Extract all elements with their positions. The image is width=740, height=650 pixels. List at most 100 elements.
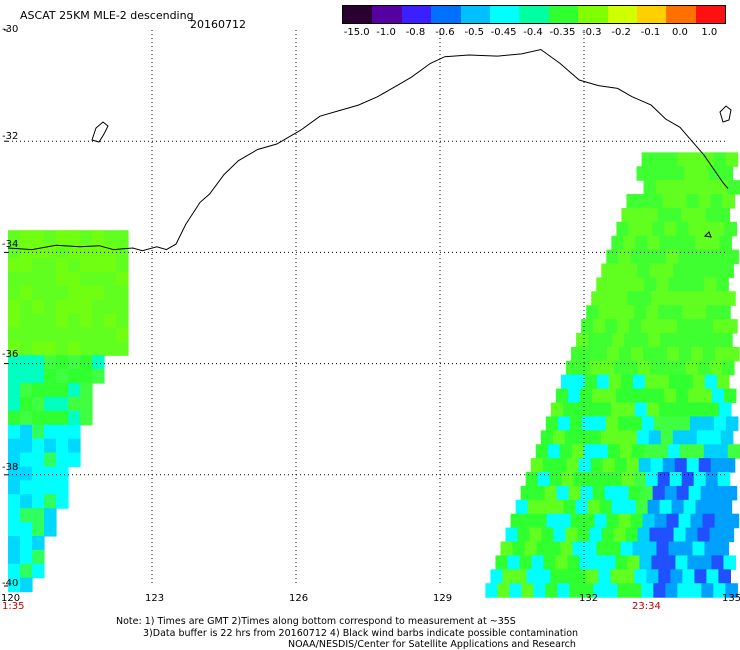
swath-cell (593, 319, 606, 334)
swath-cell (693, 207, 707, 223)
colorbar-swatch (519, 6, 549, 23)
swath-cell (590, 458, 604, 473)
swath-cell (655, 346, 668, 362)
swath-cell (20, 355, 33, 370)
swath-cell (541, 527, 555, 543)
swath-cell (104, 285, 117, 301)
swath-cell (583, 346, 596, 362)
swath-cell (627, 388, 641, 404)
swath-cell (623, 235, 636, 251)
swath-cell (594, 513, 608, 529)
swath-cell (633, 207, 647, 223)
swath-cell (566, 458, 580, 473)
swath-cell (544, 485, 558, 501)
swath-cell (557, 583, 570, 598)
colorbar-label: -15.0 (343, 27, 370, 38)
swath-cell (719, 235, 732, 251)
swath-cell (612, 333, 625, 348)
swath-cell (689, 152, 703, 167)
swath-cell (648, 430, 662, 445)
swath-cell (32, 285, 45, 301)
swath-cell (603, 291, 616, 306)
swath-cell (636, 430, 650, 445)
swath-cell (20, 480, 33, 495)
swath-cell (629, 319, 642, 334)
swath-cell (697, 263, 710, 279)
swath-cell (536, 541, 550, 557)
swath-cell (572, 541, 586, 557)
swath-cell (725, 583, 738, 598)
swath-cell (684, 333, 697, 348)
swath-cell (691, 444, 705, 459)
lat-tick-label: -36 (2, 349, 19, 360)
swath-cell (20, 327, 33, 342)
lat-tick-label: -32 (2, 131, 19, 142)
swath-cell (56, 355, 69, 370)
swath-cell (80, 369, 93, 384)
note-line-2: 3)Data buffer is 22 hrs from 20160712 4)… (143, 628, 579, 639)
swath-cell (712, 221, 725, 237)
colorbar-swatch (695, 6, 726, 23)
swath-cell (616, 221, 629, 237)
swath-cell (667, 346, 680, 362)
swath-cell (80, 299, 93, 315)
swath-cell (694, 402, 708, 418)
swath-cell (639, 555, 653, 570)
swath-cell (713, 583, 726, 598)
swath-cell (8, 257, 21, 273)
lon-tick-label: 135 (722, 593, 740, 604)
swath-cell (68, 271, 81, 287)
swath-cell (581, 416, 595, 431)
swath-cell (44, 327, 57, 342)
colorbar-label: -0.2 (611, 27, 631, 38)
swath-cell (651, 388, 665, 404)
swath-cell (44, 355, 57, 370)
swath-cell (725, 319, 738, 334)
swath-cell (619, 346, 632, 362)
swath-cell (560, 374, 574, 390)
swath-cell (621, 472, 635, 487)
swath-cell (716, 541, 730, 557)
colorbar-label: -0.8 (405, 27, 426, 38)
swath-cell (670, 569, 683, 584)
swath-cell (701, 319, 714, 334)
swath-cell (44, 369, 57, 384)
swath-cell (607, 444, 621, 459)
swath-cell (92, 230, 105, 245)
lon-tick-label: 129 (433, 593, 453, 604)
swath-cell (712, 485, 726, 501)
swath-cell (660, 333, 673, 348)
swath-cell (44, 341, 57, 356)
swath-cell (616, 485, 630, 501)
swath-cell (532, 485, 546, 501)
swath-cell (32, 327, 45, 342)
colorbar-swatch (489, 6, 520, 23)
swath-cell (545, 416, 559, 431)
swath-cell (610, 402, 624, 418)
swath-cell (703, 180, 717, 195)
swath-cell (719, 499, 733, 515)
lat-tick-label: -30 (2, 24, 19, 35)
swath-cell (635, 235, 648, 251)
swath-cell (708, 430, 722, 445)
swath-cell (32, 410, 45, 426)
swath-cell (665, 152, 679, 167)
swath-cell (56, 438, 69, 454)
swath-cell (692, 374, 706, 390)
colorbar-label: -0.4 (523, 27, 543, 38)
swath-cell (627, 291, 640, 306)
swath-cell (44, 438, 57, 454)
swath-cell (8, 480, 21, 495)
swath-cell (716, 277, 729, 292)
swath-cell (580, 485, 594, 501)
swath-cell (92, 341, 105, 356)
swath-cell (704, 277, 717, 292)
swath-cell (80, 355, 93, 370)
swath-cell (667, 444, 681, 459)
swath-cell (639, 291, 652, 306)
swath-cell (521, 583, 534, 598)
swath-cell (709, 527, 723, 543)
swath-cell (32, 299, 45, 315)
swath-cell (679, 444, 693, 459)
swath-cell (675, 555, 689, 570)
